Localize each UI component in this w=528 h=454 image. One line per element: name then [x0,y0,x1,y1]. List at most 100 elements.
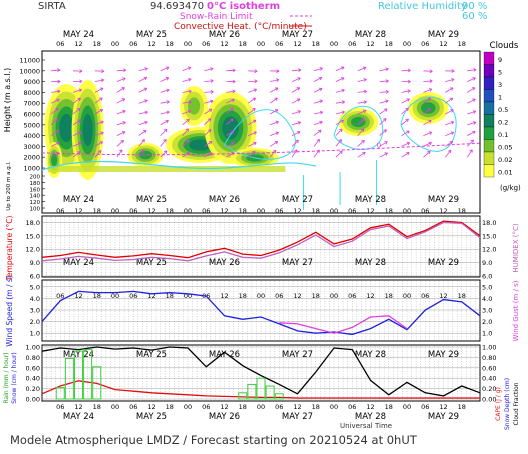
day-label-cloud: MAY 27 [282,195,313,205]
precip-y-tick-right: 1.00 [482,344,496,352]
humidex-ylabel: HUMIDEX (°C) [512,223,520,272]
day-label-temp: MAY 28 [355,258,386,268]
day-label-cloud: MAY 25 [136,195,167,205]
footer-text: Modele Atmospherique LMDZ / Forecast sta… [10,433,418,447]
hour-label-top: 00 [330,40,338,48]
cloud-y-tick: 140 [30,194,41,200]
day-label-temp: MAY 24 [63,258,94,268]
cloud-y-tick: 9000 [23,78,40,86]
hour-label-wind-top: 06 [129,292,137,300]
hour-label-cloud: 06 [202,207,210,215]
hour-label-top: 18 [239,40,247,48]
hour-label-wind-top: 00 [330,292,338,300]
hour-label-bottom: 18 [239,403,247,411]
hour-label-bottom: 12 [439,403,447,411]
day-label-cloud: MAY 24 [63,195,94,205]
hour-label-bottom: 06 [275,403,283,411]
cloud-blob [222,116,239,139]
day-label-top: MAY 24 [63,30,94,40]
hour-label-top: 12 [366,40,374,48]
precip-y-tick: 0.20 [26,385,40,393]
wind-y-tick-right: 1.0 [482,330,492,338]
precip-y-tick: 0.00 [26,396,40,404]
cloud-y-tick: 5000 [23,121,40,129]
day-label-temp: MAY 29 [428,258,459,268]
colorbar-title: Clouds [490,41,519,51]
day-label-top: MAY 28 [355,30,386,40]
day-label-top: MAY 27 [282,30,313,40]
hour-label-bottom: 12 [147,403,155,411]
colorbar-label: 0.1 [498,131,508,139]
station-name: SIRTA [38,1,66,12]
cloud-y-tick: 100 [30,207,41,213]
colorbar-swatch [484,127,494,140]
universal-time-label: Universal Time [340,422,392,430]
hour-label-bottom: 12 [74,403,82,411]
wind-ylabel: Wind Speed (m / s) [5,275,14,347]
hour-label-cloud: 18 [93,207,101,215]
cloud-y-tick: 11000 [19,57,40,65]
hour-label-bottom: 18 [166,403,174,411]
hour-label-cloud: 18 [166,207,174,215]
precip-y-tick: 0.80 [26,354,40,362]
temp-y-tick-right: 18.0 [482,219,496,227]
wind-y-tick-right: 5.0 [482,283,492,291]
cloud-blob [421,102,436,114]
hour-label-cloud: 12 [439,207,447,215]
temp-y-tick: 9.0 [30,259,40,267]
hour-label-bottom: 18 [385,403,393,411]
cloud-y-tick: 120 [30,200,41,206]
colorbar-label: 5 [498,69,502,77]
hour-label-bottom: 06 [202,403,210,411]
day-label-top: MAY 25 [136,30,167,40]
day-label-bottom: MAY 25 [136,412,167,422]
precip-y-tick-right: 0.80 [482,354,496,362]
hour-label-wind-top: 06 [348,292,356,300]
hour-label-wind-top: 12 [439,292,447,300]
hour-label-top: 06 [56,40,64,48]
hour-label-top: 18 [458,40,466,48]
hour-label-bottom: 06 [348,403,356,411]
gust-ylabel: Wind Gust (m / s) [512,280,520,341]
colorbar-swatch [484,152,494,165]
day-label-bottom: MAY 29 [428,412,459,422]
hour-label-wind-top: 18 [385,292,393,300]
cloud-blob [351,117,366,127]
colorbar-label: 0.02 [498,156,512,164]
day-label-temp: MAY 26 [209,258,240,268]
precip-y-tick: 1.00 [26,344,40,352]
colorbar-label: 0.01 [498,169,512,177]
cloud-low-band [48,166,285,172]
day-label-top: MAY 29 [428,30,459,40]
hour-label-cloud: 00 [111,207,119,215]
hour-label-wind-top: 12 [293,292,301,300]
colorbar-swatch [484,102,494,115]
hour-label-bottom: 00 [111,403,119,411]
hour-label-wind-top: 18 [312,292,320,300]
hour-label-cloud: 00 [330,207,338,215]
hour-label-cloud: 06 [275,207,283,215]
day-label-bottom: MAY 27 [282,412,313,422]
day-label-temp: MAY 25 [136,258,167,268]
hour-label-top: 12 [147,40,155,48]
cloud-blob [83,114,93,146]
snow-ylabel: Snow (cm / hour) [11,352,18,404]
hour-label-top: 06 [421,40,429,48]
hour-label-cloud: 18 [385,207,393,215]
hour-label-top: 06 [348,40,356,48]
hour-label-top: 18 [385,40,393,48]
precip-y-tick: 0.60 [26,364,40,372]
colorbar-label: 3 [498,81,502,89]
temp-ylabel: Temperature (°C) [5,216,14,282]
colorbar-label: 9 [498,56,502,64]
cloud-y-tick: 180 [30,181,41,187]
cloud-blob [139,151,152,160]
hour-label-top: 06 [275,40,283,48]
temp-y-tick: 6.0 [30,273,40,281]
hour-label-top: 12 [439,40,447,48]
wind-y-tick: 3.0 [30,307,40,315]
hour-label-top: 00 [403,40,411,48]
hour-label-cloud: 06 [129,207,137,215]
